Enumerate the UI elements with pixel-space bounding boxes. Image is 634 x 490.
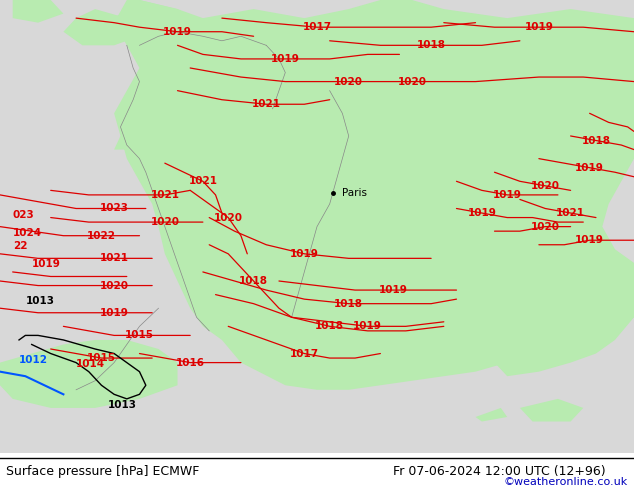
Text: 1019: 1019 xyxy=(290,249,319,259)
Polygon shape xyxy=(114,0,634,390)
Text: 1019: 1019 xyxy=(524,22,553,32)
Text: 1020: 1020 xyxy=(214,213,243,222)
Text: 1020: 1020 xyxy=(150,217,179,227)
Text: 1018: 1018 xyxy=(417,40,446,50)
Text: 1018: 1018 xyxy=(315,321,344,331)
Text: Paris: Paris xyxy=(342,188,367,197)
Text: 1021: 1021 xyxy=(150,190,179,200)
Polygon shape xyxy=(0,340,178,408)
Text: 1020: 1020 xyxy=(398,76,427,87)
Polygon shape xyxy=(495,281,634,376)
Text: 1018: 1018 xyxy=(239,276,268,286)
Text: Surface pressure [hPa] ECMWF: Surface pressure [hPa] ECMWF xyxy=(6,465,200,478)
Text: 1023: 1023 xyxy=(100,203,129,214)
Polygon shape xyxy=(476,408,507,421)
Text: 1019: 1019 xyxy=(575,235,604,245)
Text: 1017: 1017 xyxy=(290,348,319,359)
Polygon shape xyxy=(114,127,152,149)
Text: 1019: 1019 xyxy=(163,27,192,37)
Text: 1012: 1012 xyxy=(19,355,48,365)
Text: 023: 023 xyxy=(13,210,34,220)
Text: 1021: 1021 xyxy=(188,176,217,186)
Text: 1019: 1019 xyxy=(100,308,129,318)
Text: 1013: 1013 xyxy=(25,295,55,306)
Polygon shape xyxy=(114,0,190,32)
Text: 1021: 1021 xyxy=(252,99,281,109)
Text: 1020: 1020 xyxy=(531,181,560,191)
Text: 1020: 1020 xyxy=(100,281,129,291)
Text: 1021: 1021 xyxy=(556,208,585,218)
Text: 1020: 1020 xyxy=(531,221,560,232)
Text: 1019: 1019 xyxy=(353,321,382,331)
Polygon shape xyxy=(152,95,171,109)
Text: Fr 07-06-2024 12:00 UTC (12+96): Fr 07-06-2024 12:00 UTC (12+96) xyxy=(393,465,605,478)
Polygon shape xyxy=(13,0,63,23)
Text: 1014: 1014 xyxy=(76,359,105,369)
Text: 1019: 1019 xyxy=(575,163,604,172)
Text: 1013: 1013 xyxy=(108,400,137,410)
Polygon shape xyxy=(63,9,139,46)
Text: 1019: 1019 xyxy=(378,285,408,295)
Text: 1018: 1018 xyxy=(581,136,611,146)
Text: 1015: 1015 xyxy=(125,330,154,341)
Text: 1019: 1019 xyxy=(493,190,522,200)
Text: 1017: 1017 xyxy=(302,22,332,32)
Text: 1019: 1019 xyxy=(271,54,300,64)
Text: 22: 22 xyxy=(13,241,27,251)
Text: 1020: 1020 xyxy=(334,76,363,87)
Text: 1015: 1015 xyxy=(87,353,116,363)
Text: 1021: 1021 xyxy=(100,253,129,263)
Text: 1022: 1022 xyxy=(87,231,116,241)
Text: 1019: 1019 xyxy=(32,259,61,270)
Text: 1016: 1016 xyxy=(176,358,205,368)
Text: 1024: 1024 xyxy=(13,228,42,238)
Text: ©weatheronline.co.uk: ©weatheronline.co.uk xyxy=(503,477,628,487)
Text: 1019: 1019 xyxy=(467,208,496,218)
Text: 1018: 1018 xyxy=(334,299,363,309)
Polygon shape xyxy=(520,399,583,421)
